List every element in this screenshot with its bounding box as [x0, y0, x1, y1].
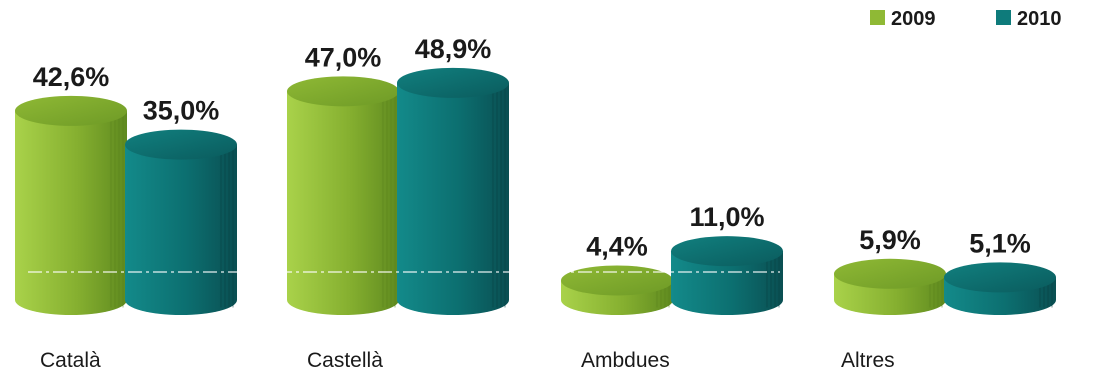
bar-ambdues-2009	[561, 265, 673, 315]
bar-altres-2010	[944, 262, 1056, 315]
value-label-ambdues-2010: 11,0%	[689, 202, 764, 232]
bar-catal-2009	[15, 95, 127, 315]
value-label-altres-2010: 5,1%	[969, 228, 1031, 258]
category-label-catal: Català	[40, 349, 101, 372]
value-label-castell-2010: 48,9%	[415, 34, 492, 64]
value-label-catal-2009: 42,6%	[33, 62, 110, 92]
value-label-ambdues-2009: 4,4%	[586, 231, 648, 261]
bar-top-castell-2010	[397, 67, 509, 98]
labels-layer: 42,6% 35,0% Català 47,0% 48,9% Castellà 4,4% 11…	[33, 34, 1031, 372]
bar-castell-2010	[397, 67, 509, 315]
value-label-castell-2009: 47,0%	[305, 42, 382, 72]
bar-top-ambdues-2010	[671, 236, 783, 267]
bar-altres-2009	[834, 258, 946, 315]
value-label-altres-2009: 5,9%	[859, 225, 921, 255]
legend-swatch-2010	[996, 10, 1011, 25]
legend-label-2010: 2010	[1017, 8, 1062, 30]
bar-top-castell-2009	[287, 76, 399, 107]
bar-top-ambdues-2009	[561, 265, 673, 296]
bar-body-ambdues-2010	[671, 251, 783, 315]
category-label-ambdues: Ambdues	[581, 349, 670, 372]
bar-body-catal-2009	[15, 110, 127, 315]
bars-layer	[15, 67, 1056, 315]
bar-catal-2010	[125, 129, 237, 315]
legend-swatch-2009	[870, 10, 885, 25]
bar-body-catal-2010	[125, 144, 237, 315]
bar-castell-2009	[287, 76, 399, 315]
bar-top-catal-2010	[125, 129, 237, 160]
bar-ambdues-2010	[671, 236, 783, 315]
bar-body-castell-2009	[287, 91, 399, 315]
bar-top-catal-2009	[15, 95, 127, 126]
category-label-altres: Altres	[841, 349, 895, 372]
category-label-castell: Castellà	[307, 349, 383, 372]
value-label-catal-2010: 35,0%	[143, 96, 220, 126]
legend: 2009 2010	[870, 8, 1062, 30]
bar-body-castell-2010	[397, 82, 509, 315]
bar-top-altres-2009	[834, 258, 946, 289]
legend-label-2009: 2009	[891, 8, 936, 30]
bar-top-altres-2010	[944, 262, 1056, 293]
